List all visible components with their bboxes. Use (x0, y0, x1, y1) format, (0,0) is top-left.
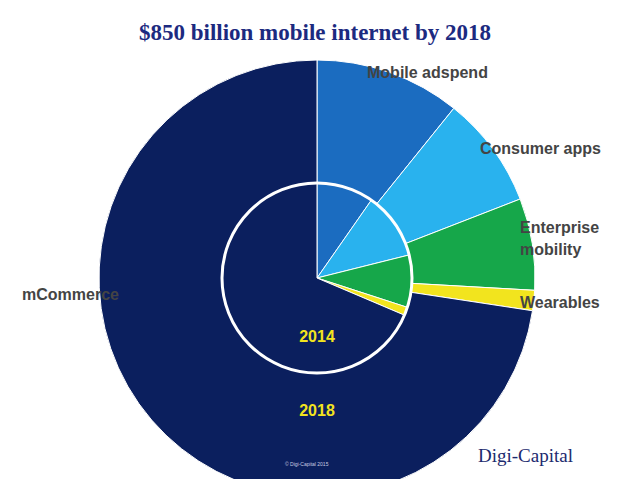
category-label: mCommerce (22, 286, 119, 303)
series-label: 2014 (299, 328, 335, 345)
inner-outline (222, 183, 412, 373)
title: $850 billion mobile internet by 2018 (139, 20, 491, 45)
source-logo: Digi-Capital (478, 445, 573, 466)
chart-container: $850 billion mobile internet by 2018 2014… (0, 0, 620, 479)
category-label: Enterprise mobility (520, 219, 604, 258)
category-label: Consumer apps (480, 140, 601, 157)
pie-slice (99, 60, 533, 479)
outer-ring (99, 60, 535, 479)
inner-pie (222, 183, 412, 373)
category-label: Mobile adspend (367, 64, 488, 81)
series-label: 2018 (299, 402, 335, 419)
chart-svg: $850 billion mobile internet by 2018 2014… (0, 0, 620, 479)
copyright: © Digi-Capital 2015 (285, 461, 329, 467)
category-label: Wearables (520, 294, 600, 311)
